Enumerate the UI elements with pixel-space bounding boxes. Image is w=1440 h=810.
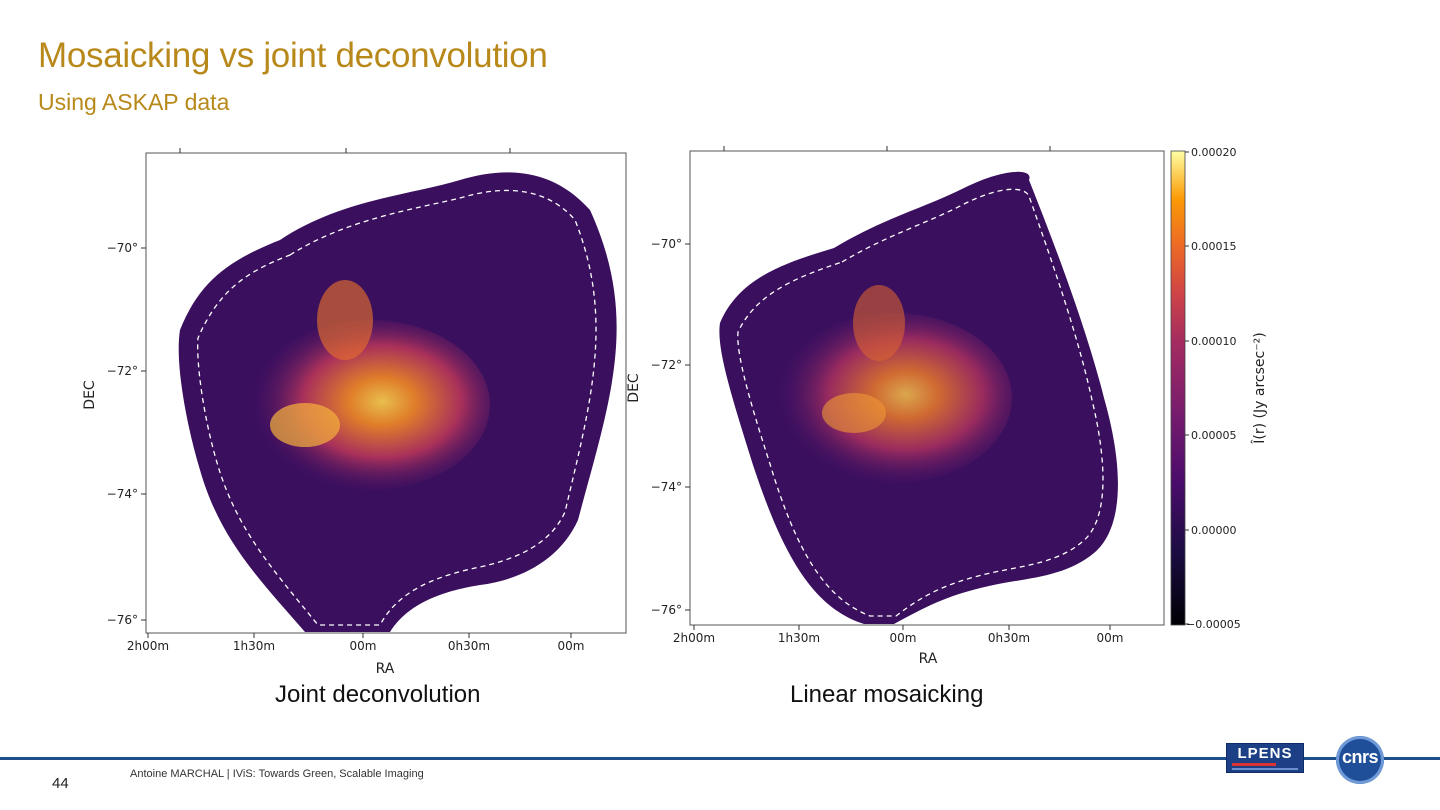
x-tick-label: 1h30m xyxy=(233,639,275,653)
y-tick-label: −74° xyxy=(651,480,682,494)
bright-emission xyxy=(250,320,490,490)
colorbar-label: Î(r) (Jy arcsec⁻²) xyxy=(1250,332,1268,444)
lpens-logo: LPENS xyxy=(1226,743,1304,773)
bright-knot xyxy=(822,393,886,433)
lpens-logo-bar xyxy=(1232,763,1276,766)
cnrs-logo-text: cnrs xyxy=(1341,747,1379,767)
caption-linear-mosaicking: Linear mosaicking xyxy=(790,681,984,708)
bright-filament xyxy=(317,280,373,360)
x-tick-label: 00m xyxy=(558,639,585,653)
colorbar-tick-label: 0.00015 xyxy=(1191,240,1237,253)
y-tick-label: −70° xyxy=(651,237,682,251)
y-tick-label: −72° xyxy=(651,358,682,372)
x-tick-label: 00m xyxy=(350,639,377,653)
coverage-contour xyxy=(737,188,1104,617)
y-tick-label: −76° xyxy=(651,603,682,617)
y-axis: −70° −72° −74° −76° xyxy=(651,237,690,617)
colorbar-gradient xyxy=(1170,150,1186,626)
x-tick-label: 2h00m xyxy=(127,639,169,653)
x-axis: 2h00m 1h30m 00m 0h30m 00m xyxy=(673,146,1124,645)
linear-mosaicking-plot: −70° −72° −74° −76° 2h00m 1h30m 00m 0h30… xyxy=(626,146,1268,667)
page-number: 44 xyxy=(52,775,69,792)
colorbar-tick-label: 0.00010 xyxy=(1191,335,1237,348)
bright-filament xyxy=(853,285,905,361)
y-axis-label: DEC xyxy=(82,380,98,410)
figure-linear-mosaicking: −70° −72° −74° −76° 2h00m 1h30m 00m 0h30… xyxy=(624,138,1304,678)
colorbar-tick-label: 0.00000 xyxy=(1191,524,1237,537)
colorbar-tick-label: 0.00005 xyxy=(1191,429,1237,442)
x-tick-label: 00m xyxy=(890,631,917,645)
y-tick-label: −76° xyxy=(107,613,138,627)
y-tick-label: −72° xyxy=(107,364,138,378)
x-axis: 2h00m 1h30m 00m 0h30m 00m xyxy=(127,148,585,653)
x-tick-label: 0h30m xyxy=(448,639,490,653)
figure-joint-deconvolution: −70° −72° −74° −76° 2h00m 1h30m 00m 0h30… xyxy=(80,140,640,680)
y-axis: −70° −72° −74° −76° xyxy=(107,241,146,627)
slide-title: Mosaicking vs joint deconvolution xyxy=(38,36,548,75)
lpens-logo-bar-secondary xyxy=(1232,768,1298,770)
x-tick-label: 00m xyxy=(1097,631,1124,645)
cnrs-logo: cnrs xyxy=(1336,736,1384,784)
x-axis-label: RA xyxy=(919,651,938,667)
footer-rule xyxy=(0,757,1440,760)
x-tick-label: 2h00m xyxy=(673,631,715,645)
x-tick-label: 0h30m xyxy=(988,631,1030,645)
bright-emission xyxy=(776,313,1012,483)
x-axis-label: RA xyxy=(376,661,395,677)
colorbar-tick-label: −0.00005 xyxy=(1186,618,1241,631)
y-tick-label: −70° xyxy=(107,241,138,255)
joint-deconvolution-plot: −70° −72° −74° −76° 2h00m 1h30m 00m 0h30… xyxy=(82,148,627,677)
footer-credit: Antoine MARCHAL | IViS: Towards Green, S… xyxy=(130,768,424,780)
x-tick-label: 1h30m xyxy=(778,631,820,645)
y-tick-label: −74° xyxy=(107,487,138,501)
coverage-contour xyxy=(197,189,597,626)
caption-joint-deconvolution: Joint deconvolution xyxy=(275,681,481,708)
bright-knot xyxy=(270,403,340,447)
y-axis-label: DEC xyxy=(626,373,642,403)
colorbar-tick-label: 0.00020 xyxy=(1191,146,1237,159)
colorbar: 0.00020 0.00015 0.00010 0.00005 0.00000 … xyxy=(1170,146,1268,631)
lpens-logo-text: LPENS xyxy=(1237,745,1293,762)
slide-subtitle: Using ASKAP data xyxy=(38,89,230,115)
